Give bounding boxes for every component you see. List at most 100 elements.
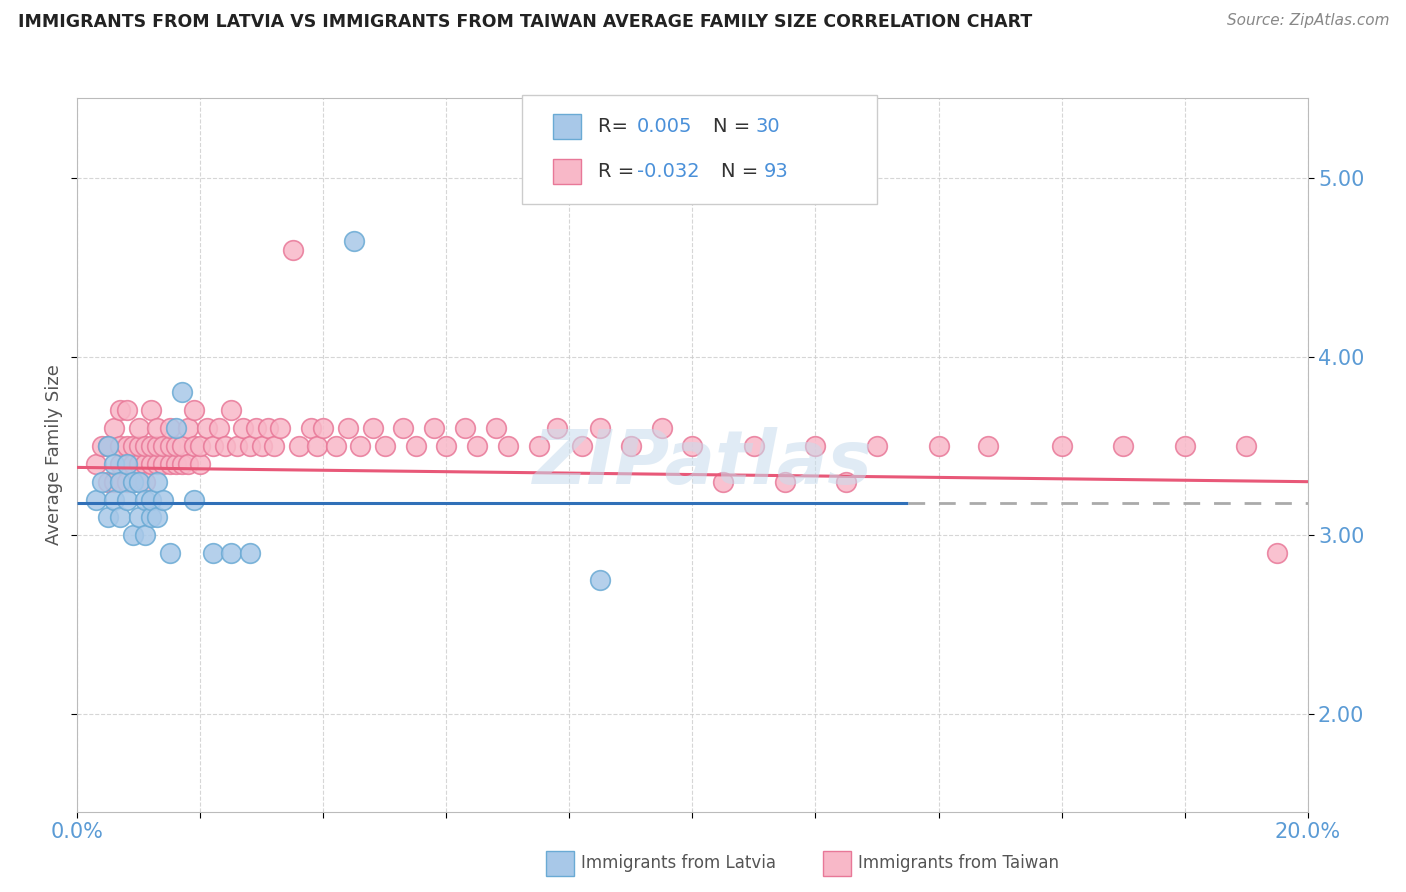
Point: [496, 439, 519, 453]
Point: [165, 421, 187, 435]
Point: [141, 403, 163, 417]
Point: [804, 439, 827, 453]
Point: [201, 439, 224, 453]
Point: [115, 457, 138, 471]
Point: [170, 385, 193, 400]
Point: [84, 457, 107, 471]
Point: [392, 421, 415, 435]
Point: [1265, 546, 1288, 560]
Point: [374, 439, 396, 453]
Point: [141, 492, 163, 507]
Point: [128, 475, 150, 489]
Text: -0.032: -0.032: [637, 162, 700, 181]
Point: [159, 439, 181, 453]
Point: [97, 510, 120, 524]
Point: [195, 421, 218, 435]
Point: [288, 439, 311, 453]
Text: Source: ZipAtlas.com: Source: ZipAtlas.com: [1226, 13, 1389, 29]
Point: [115, 403, 138, 417]
Point: [103, 475, 125, 489]
Point: [128, 439, 150, 453]
Point: [299, 421, 322, 435]
Point: [1112, 439, 1135, 453]
Point: [546, 421, 568, 435]
Point: [281, 243, 304, 257]
Point: [115, 475, 138, 489]
Point: [152, 439, 174, 453]
Point: [232, 421, 254, 435]
Point: [188, 439, 212, 453]
Point: [589, 573, 612, 587]
Point: [219, 546, 242, 560]
Point: [1050, 439, 1073, 453]
Point: [121, 475, 143, 489]
Point: [742, 439, 765, 453]
Point: [103, 421, 125, 435]
Point: [682, 439, 704, 453]
Point: [177, 421, 200, 435]
Point: [121, 457, 143, 471]
Point: [121, 528, 143, 542]
Point: [436, 439, 458, 453]
Point: [977, 439, 1000, 453]
Point: [90, 439, 114, 453]
Point: [226, 439, 249, 453]
Point: [152, 457, 174, 471]
Point: [188, 457, 212, 471]
Point: [146, 439, 169, 453]
Point: [349, 439, 371, 453]
Point: [454, 421, 477, 435]
Point: [141, 510, 163, 524]
Point: [239, 439, 262, 453]
Text: Immigrants from Taiwan: Immigrants from Taiwan: [858, 855, 1059, 872]
Point: [651, 421, 673, 435]
Y-axis label: Average Family Size: Average Family Size: [45, 365, 63, 545]
Point: [423, 421, 446, 435]
Point: [263, 439, 285, 453]
Point: [121, 475, 143, 489]
Point: [90, 475, 114, 489]
Point: [589, 421, 612, 435]
Point: [361, 421, 384, 435]
Point: [146, 457, 169, 471]
Point: [337, 421, 360, 435]
Point: [620, 439, 643, 453]
Point: [165, 439, 187, 453]
Point: [1234, 439, 1257, 453]
Point: [134, 457, 156, 471]
Point: [146, 421, 169, 435]
Text: N =: N =: [721, 162, 765, 181]
Point: [159, 546, 181, 560]
Point: [312, 421, 335, 435]
Point: [103, 492, 125, 507]
Point: [110, 510, 132, 524]
Point: [97, 439, 120, 453]
Point: [245, 421, 267, 435]
Point: [146, 475, 169, 489]
Point: [773, 475, 796, 489]
Point: [97, 439, 120, 453]
Point: [214, 439, 236, 453]
Point: [485, 421, 508, 435]
Point: [159, 457, 181, 471]
Point: [110, 403, 132, 417]
Point: [170, 457, 193, 471]
Point: [343, 234, 366, 248]
Text: R =: R =: [598, 162, 640, 181]
Point: [325, 439, 347, 453]
Point: [141, 457, 163, 471]
Point: [141, 439, 163, 453]
Point: [115, 492, 138, 507]
Text: 93: 93: [763, 162, 789, 181]
Point: [97, 475, 120, 489]
Point: [239, 546, 262, 560]
Point: [159, 421, 181, 435]
Point: [835, 475, 858, 489]
Point: [165, 457, 187, 471]
Point: [115, 439, 138, 453]
Point: [307, 439, 329, 453]
Point: [152, 492, 174, 507]
Point: [201, 546, 224, 560]
Point: [711, 475, 734, 489]
Point: [1174, 439, 1197, 453]
